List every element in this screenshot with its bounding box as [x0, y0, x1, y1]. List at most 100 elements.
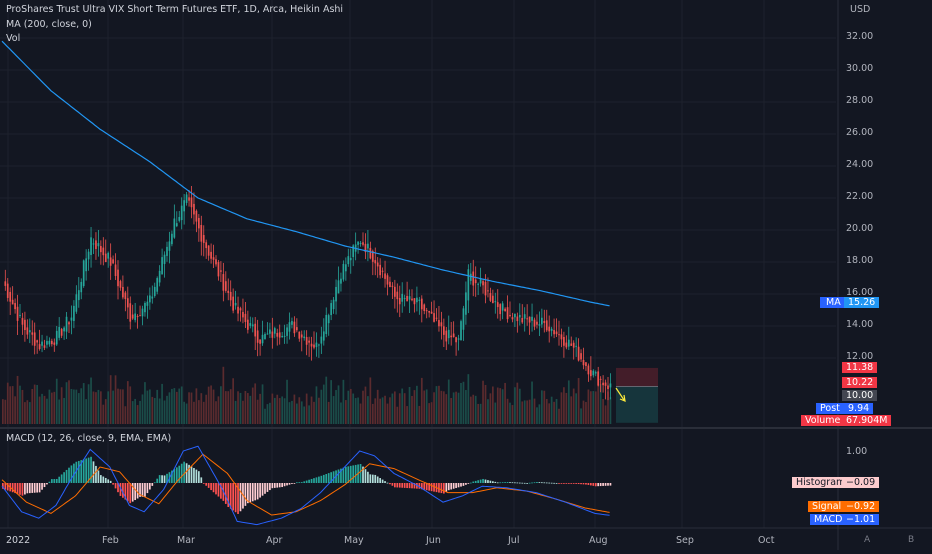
volume-bar — [418, 405, 421, 424]
volume-bar — [582, 400, 585, 424]
volume-bar — [14, 396, 16, 424]
date-tick: Feb — [102, 535, 119, 546]
candle-body — [166, 246, 168, 256]
axis-settings-button[interactable]: B — [908, 535, 915, 545]
candle-body — [467, 269, 470, 301]
candle-body — [68, 322, 70, 325]
vol-legend[interactable]: Vol — [6, 33, 21, 44]
volume-bar — [53, 391, 56, 424]
candle-body — [259, 339, 261, 344]
candle-body — [401, 293, 404, 302]
macd-histogram-bar — [156, 478, 159, 483]
candle-body — [171, 233, 173, 245]
candle-body — [271, 331, 274, 338]
auto-scale-button[interactable]: A — [864, 535, 871, 545]
volume-bar — [433, 392, 435, 424]
macd-histogram-bar — [151, 483, 154, 486]
volume-bar — [171, 388, 173, 424]
macd-histogram-bar — [597, 483, 600, 487]
volume-bar — [452, 392, 455, 424]
volume-bar — [408, 387, 411, 424]
volume-bar — [332, 396, 335, 424]
candle-body — [131, 314, 134, 319]
macd-histogram-bar — [104, 477, 107, 483]
macd-histogram-bar — [87, 457, 90, 483]
macd-histogram-bar — [391, 483, 394, 486]
volume-bar — [511, 405, 514, 424]
candle-body — [577, 346, 580, 361]
macd-histogram-bar — [227, 483, 230, 507]
date-tick: May — [344, 535, 364, 546]
macd-histogram-bar — [440, 483, 443, 494]
macd-histogram-bar — [548, 482, 551, 484]
candle-body — [408, 296, 411, 300]
candle-body — [607, 385, 609, 390]
candle-body — [90, 237, 92, 256]
candle-body — [369, 247, 372, 259]
macd-histogram-bar — [479, 479, 482, 483]
volume-bar — [288, 402, 291, 424]
volume-bar — [283, 398, 286, 424]
ma-legend[interactable]: MA (200, close, 0) — [6, 19, 92, 30]
macd-histogram-bar — [102, 476, 105, 483]
volume-bar — [379, 398, 381, 424]
candle-body — [112, 259, 114, 264]
price-tick: 16.00 — [846, 287, 874, 298]
volume-bar — [92, 391, 95, 424]
candle-body — [501, 303, 504, 311]
candle-body — [153, 286, 156, 296]
macd-histogram-bar — [60, 474, 63, 483]
macd-histogram-bar — [82, 459, 85, 483]
macd-histogram-bar — [580, 483, 582, 485]
volume-bar — [413, 390, 416, 424]
volume-bar — [496, 387, 499, 424]
candle-body — [452, 333, 455, 338]
candle-body — [151, 296, 154, 299]
volume-bar — [330, 380, 332, 424]
macd-histogram-bar — [92, 461, 95, 483]
macd-histogram-bar — [114, 483, 117, 489]
candle-body — [232, 296, 234, 311]
candle-body — [217, 262, 220, 277]
candle-body — [450, 335, 453, 338]
volume-bar — [244, 390, 247, 424]
macd-histogram-bar — [371, 474, 374, 483]
macd-histogram-bar — [514, 482, 516, 484]
price-tick: 12.00 — [846, 351, 874, 362]
price-tick: 14.00 — [846, 319, 874, 330]
volume-bar — [469, 396, 472, 424]
candle-body — [533, 319, 536, 327]
volume-bar — [104, 399, 107, 424]
volume-bar — [430, 402, 433, 424]
volume-bar — [256, 399, 259, 424]
volume-bar — [371, 403, 374, 424]
volume-bar — [293, 394, 296, 424]
macd-histogram-bar — [308, 479, 310, 483]
volume-bar — [435, 386, 438, 424]
macd-histogram-bar — [11, 483, 14, 493]
macd-histogram-bar — [220, 483, 222, 499]
macd-histogram-bar — [178, 465, 181, 483]
macd-histogram-bar — [567, 483, 570, 484]
macd-histogram-bar — [124, 483, 127, 500]
volume-bar — [560, 392, 563, 424]
candle-body — [58, 326, 61, 338]
candle-body — [51, 340, 53, 345]
volume-bar — [207, 386, 210, 424]
candle-body — [327, 315, 330, 324]
macd-histogram-bar — [195, 469, 198, 483]
candle-body — [474, 279, 477, 284]
candle-body — [318, 344, 320, 346]
macd-histogram-bar — [212, 483, 215, 493]
candle-body — [376, 262, 379, 267]
candle-body — [411, 298, 413, 301]
candle-body — [359, 242, 362, 244]
candle-body — [139, 315, 141, 317]
macd-legend[interactable]: MACD (12, 26, close, 9, EMA, EMA) — [6, 433, 172, 444]
volume-bar — [122, 389, 124, 424]
volume-bar — [51, 392, 53, 424]
symbol-title[interactable]: ProShares Trust Ultra VIX Short Term Fut… — [6, 4, 344, 15]
macd-histogram-bar — [403, 483, 406, 488]
